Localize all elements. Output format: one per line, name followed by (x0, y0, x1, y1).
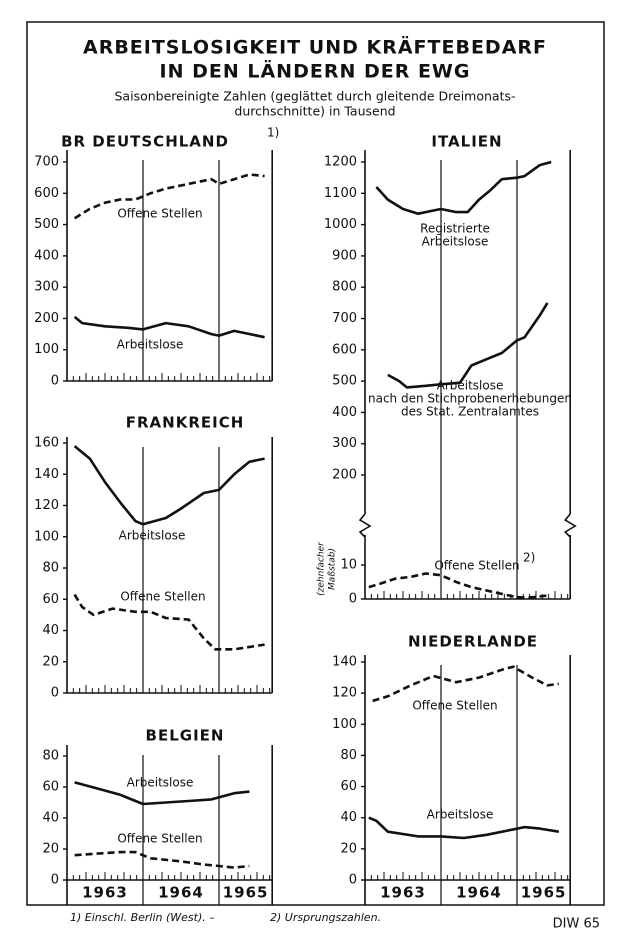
footnote: 1) Einschl. Berlin (West). – (70, 911, 215, 924)
y2-tick-label: 0 (349, 592, 357, 607)
series-label: Registrierte (420, 222, 490, 236)
y-tick-label: 20 (42, 654, 59, 669)
y-tick-label: 80 (42, 749, 59, 764)
y2-axis-note: Maßstab) (328, 548, 338, 590)
footnote: 2) Ursprungszahlen. (270, 911, 381, 924)
series-line (372, 665, 559, 703)
series-line (73, 445, 265, 526)
y-tick-label: 700 (34, 155, 59, 170)
y-tick-label: 1100 (324, 186, 357, 201)
y-tick-label: 100 (34, 342, 59, 357)
series-label: Offene Stellen (120, 590, 205, 604)
y-tick-label: 100 (332, 717, 357, 732)
series-label: Arbeitslose (117, 338, 184, 352)
series-line (73, 173, 265, 220)
x-tick-label: 1965 (521, 884, 567, 902)
y-tick-label: 160 (34, 436, 59, 451)
series-label: Offene Stellen (434, 559, 519, 573)
y-tick-label: 700 (332, 311, 357, 326)
y-tick-label: 300 (34, 280, 59, 295)
y-tick-label: 0 (349, 873, 357, 888)
y2-axis-note: (zehnfacher (317, 541, 327, 596)
series-label: Arbeitslose (422, 235, 489, 249)
series-label: Arbeitslose (437, 379, 504, 393)
y2-tick-label: 10 (340, 558, 357, 573)
series-line (74, 850, 250, 869)
y-tick-label: 40 (42, 811, 59, 826)
series-line (73, 593, 265, 651)
y-tick-label: 400 (332, 405, 357, 420)
y-tick-label: 60 (42, 780, 59, 795)
series-label: Arbeitslose (119, 529, 186, 543)
subtitle-line: Saisonbereinigte Zahlen (geglättet durch… (115, 89, 516, 104)
y-tick-label: 40 (42, 623, 59, 638)
x-tick-label: 1964 (456, 884, 502, 902)
series-label-note: 2) (523, 551, 535, 565)
series-label: Arbeitslose (127, 776, 194, 790)
x-tick-label: 1965 (223, 884, 269, 902)
panel-title: BELGIEN (146, 727, 225, 745)
y-tick-label: 0 (51, 686, 59, 701)
series-label: Arbeitslose (427, 808, 494, 822)
y-tick-label: 20 (42, 842, 59, 857)
series-label: nach den Stichprobenerhebungen (368, 392, 572, 406)
y-tick-label: 1000 (324, 217, 357, 232)
panel-title: FRANKREICH (126, 414, 245, 432)
y-tick-label: 900 (332, 248, 357, 263)
series-line (375, 160, 552, 215)
credit: DIW 65 (553, 917, 600, 932)
title-footnote-mark: 1) (267, 126, 279, 140)
y-tick-label: 200 (34, 311, 59, 326)
y-tick-label: 500 (332, 374, 357, 389)
subtitle-line: durchschnitte) in Tausend (234, 104, 395, 119)
y-tick-label: 400 (34, 248, 59, 263)
series-line (73, 315, 265, 339)
y-tick-label: 600 (332, 342, 357, 357)
x-tick-label: 1963 (82, 884, 128, 902)
x-tick-label: 1963 (380, 884, 426, 902)
y-tick-label: 0 (51, 374, 59, 389)
y-tick-label: 200 (332, 468, 357, 483)
series-label: Offene Stellen (412, 699, 497, 713)
axis-break (358, 513, 372, 538)
series-line (368, 816, 560, 840)
series-label: des Stat. Zentralamtes (401, 405, 539, 419)
series-line (387, 302, 549, 389)
y-tick-label: 300 (332, 436, 357, 451)
panel-title: NIEDERLANDE (408, 633, 538, 651)
x-tick-label: 1964 (158, 884, 204, 902)
y-tick-label: 60 (340, 779, 357, 794)
series-label: Offene Stellen (117, 832, 202, 846)
title-line: ARBEITSLOSIGKEIT UND KRÄFTEBEDARF (83, 35, 547, 59)
y-tick-label: 40 (340, 810, 357, 825)
y-tick-label: 80 (42, 561, 59, 576)
y-tick-label: 120 (332, 686, 357, 701)
y-tick-label: 600 (34, 186, 59, 201)
y-tick-label: 1200 (324, 155, 357, 170)
y-tick-label: 140 (332, 655, 357, 670)
series-label: Offene Stellen (117, 207, 202, 221)
panel-title: BR DEUTSCHLAND (61, 133, 229, 151)
series-line (74, 781, 250, 806)
panel-title: ITALIEN (431, 133, 502, 151)
y-tick-label: 100 (34, 529, 59, 544)
y-tick-label: 0 (51, 873, 59, 888)
outer-frame (26, 21, 605, 906)
title-line: IN DEN LÄNDERN DER EWG (160, 59, 471, 83)
y-tick-label: 800 (332, 280, 357, 295)
y-tick-label: 140 (34, 467, 59, 482)
y-tick-label: 20 (340, 841, 357, 856)
y-tick-label: 500 (34, 217, 59, 232)
y-tick-label: 120 (34, 498, 59, 513)
series-line (368, 572, 548, 599)
y-tick-label: 80 (340, 748, 357, 763)
y-tick-label: 60 (42, 592, 59, 607)
axis-break (563, 513, 577, 538)
